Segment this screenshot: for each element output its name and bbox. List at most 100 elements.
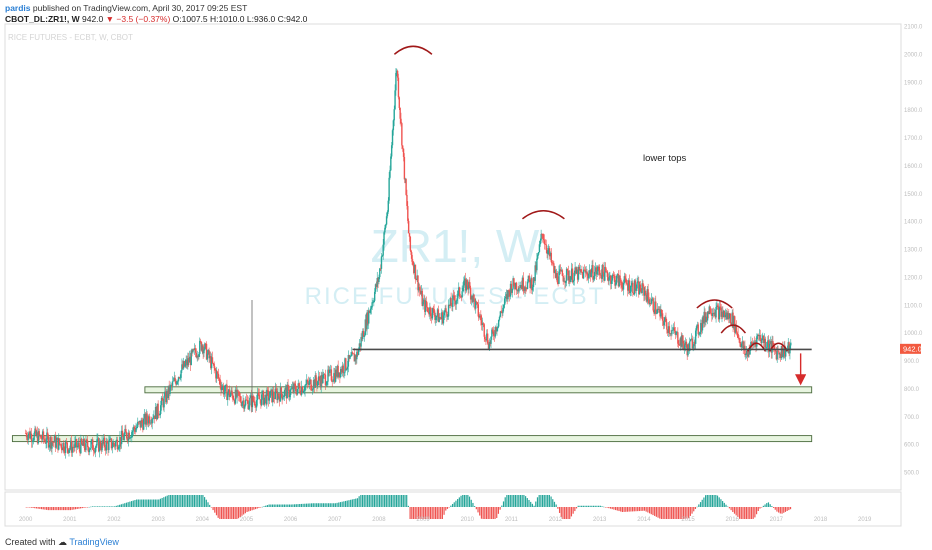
macd-bar [716,495,719,507]
candle-body [570,268,573,277]
candle-body [436,309,439,316]
price-axis[interactable]: 500.0 600.0 700.0 800.0 900.0 1000.0 1100.0 120… [904,25,923,477]
macd-bar [317,503,319,507]
candle-body [603,272,605,281]
macd-bar [35,507,38,509]
candle-body [447,316,449,318]
candle-body [490,336,492,344]
macd-bar [747,507,749,519]
macd-bar [297,504,299,507]
macd-bar [638,507,640,512]
candle-body [559,269,561,272]
candle-body [652,298,654,311]
macd-bar [54,507,56,511]
macd-bar [421,507,423,519]
indicator-pane-frame [4,491,902,527]
time-tick: 2015 [681,517,695,523]
candle-body [143,413,146,419]
candle-body [498,316,501,320]
candle-body [366,312,368,330]
candle-body [258,394,260,400]
candle-body [89,448,91,450]
macd-bar [183,495,185,507]
candle-body [452,295,454,307]
candle-body [78,442,80,448]
candle-body [363,335,366,337]
macd-bar [51,507,53,511]
candle-body [334,369,337,382]
brand-link[interactable]: TradingView [69,537,119,547]
macd-bar [32,507,34,508]
candle-body [155,407,158,420]
candle-body [208,350,210,359]
candle-body [350,356,352,357]
candle-body [707,311,710,315]
author-link[interactable]: pardis [5,3,31,13]
candle-body [309,379,311,382]
macd-bar [382,495,384,507]
candle-body [316,381,318,386]
macd-bar [120,504,122,507]
candle-body [136,426,138,429]
candle-body [390,145,393,157]
candle-body [56,437,58,441]
candle-body [486,333,489,344]
candle-body [141,420,143,423]
candle-body [665,317,667,323]
candle-body [689,339,692,342]
macd-bar [265,505,267,507]
macd-bar [304,503,306,507]
candle-body [47,432,49,437]
candle-body [60,444,63,449]
candle-body [126,432,128,439]
candle-body [655,301,657,314]
candle-body [396,70,398,73]
candle-body [768,343,771,352]
candle-body [563,280,565,282]
candle-body [541,234,543,235]
macd-bar [732,507,734,512]
time-tick: 2011 [505,517,519,523]
candle-body [424,301,427,312]
candle-body [26,437,29,441]
candle-body [695,326,698,331]
candle-body [248,405,250,410]
candle-body [720,307,722,317]
candle-body [278,396,281,402]
candle-body [592,265,594,280]
candle-body [488,342,491,349]
macd-bar [34,507,36,509]
macd-bar [708,495,710,507]
symbol-name[interactable]: CBOT_DL:ZR1!, W [5,14,80,24]
candle-body [514,285,516,290]
macd-bar [384,495,386,507]
macd-histogram [25,495,792,519]
candle-body [178,377,181,379]
candle-body [381,255,384,257]
macd-bar [784,507,787,512]
candle-body [730,323,733,325]
candle-body [52,442,55,443]
candle-body [170,385,172,386]
candle-body [107,442,109,451]
macd-bar [650,507,652,515]
macd-bar [39,507,41,509]
macd-bar [344,500,347,507]
candle-body [577,266,580,280]
candle-body [394,90,396,110]
time-axis[interactable]: 2000 2001 2002 2003 2004 2005 2006 2007 2008 2009… [19,517,872,523]
macd-bar [86,507,89,508]
candle-body [331,380,333,382]
macd-bar [181,495,184,507]
candle-body [253,401,255,402]
macd-bar [733,507,736,514]
candle-body [299,386,301,393]
macd-bar [178,495,180,507]
candle-body [621,282,623,288]
candle-body [58,438,60,450]
candle-body [642,283,644,287]
candle-body [373,300,375,303]
candle-body [291,386,294,389]
candle-body [185,359,187,364]
